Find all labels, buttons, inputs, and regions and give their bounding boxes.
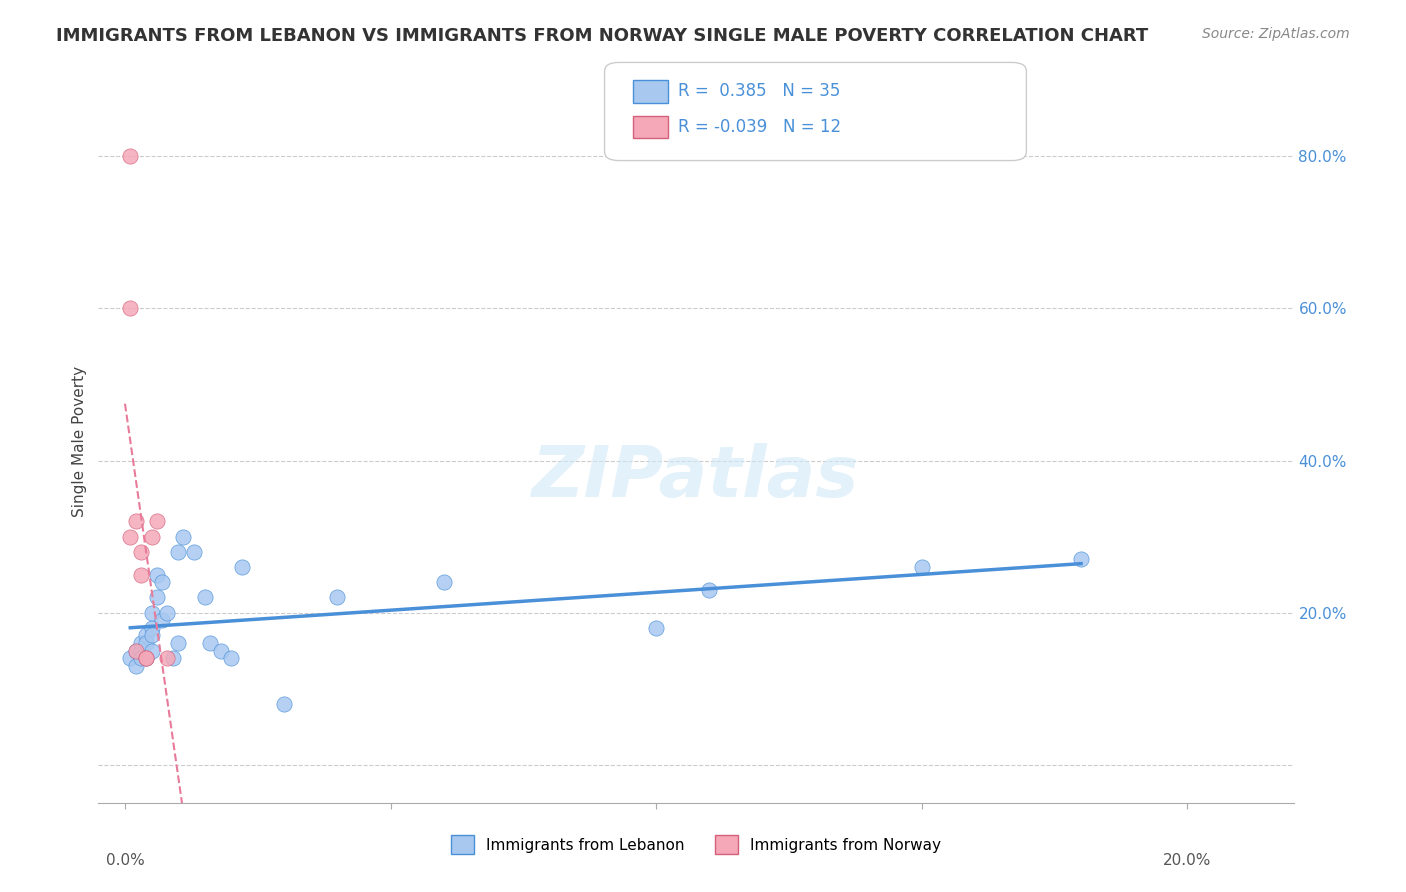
Point xyxy=(273,697,295,711)
Point xyxy=(129,643,152,657)
Point xyxy=(135,651,157,665)
Point xyxy=(124,515,146,529)
Point xyxy=(124,643,146,657)
Text: R =  0.385   N = 35: R = 0.385 N = 35 xyxy=(678,82,839,100)
Text: 20.0%: 20.0% xyxy=(1163,854,1212,869)
Point xyxy=(141,530,163,544)
Point xyxy=(146,591,169,605)
Point xyxy=(146,567,169,582)
Point xyxy=(129,651,152,665)
Point xyxy=(120,149,142,163)
Point xyxy=(209,643,232,657)
Point xyxy=(124,659,146,673)
Point xyxy=(141,643,163,657)
Point xyxy=(231,560,253,574)
Legend: Immigrants from Lebanon, Immigrants from Norway: Immigrants from Lebanon, Immigrants from… xyxy=(444,830,948,860)
Point xyxy=(146,515,169,529)
Point xyxy=(120,651,142,665)
Point xyxy=(645,621,668,635)
Point xyxy=(135,651,157,665)
Text: 0.0%: 0.0% xyxy=(105,854,145,869)
Point xyxy=(911,560,934,574)
Point xyxy=(135,651,157,665)
Point xyxy=(124,643,146,657)
Text: Source: ZipAtlas.com: Source: ZipAtlas.com xyxy=(1202,27,1350,41)
Point xyxy=(120,301,142,316)
Point xyxy=(129,545,152,559)
Point xyxy=(162,651,184,665)
Point xyxy=(433,575,456,590)
Point xyxy=(1070,552,1092,566)
Point xyxy=(141,628,163,642)
Text: R = -0.039   N = 12: R = -0.039 N = 12 xyxy=(678,118,841,136)
Point xyxy=(156,606,179,620)
Point xyxy=(167,636,190,650)
Point xyxy=(141,606,163,620)
Point xyxy=(141,621,163,635)
Point xyxy=(135,628,157,642)
Point xyxy=(219,651,242,665)
Point xyxy=(156,651,179,665)
Point xyxy=(135,636,157,650)
Point xyxy=(129,567,152,582)
Point xyxy=(167,545,190,559)
Point xyxy=(150,575,173,590)
Text: IMMIGRANTS FROM LEBANON VS IMMIGRANTS FROM NORWAY SINGLE MALE POVERTY CORRELATIO: IMMIGRANTS FROM LEBANON VS IMMIGRANTS FR… xyxy=(56,27,1149,45)
Point xyxy=(194,591,217,605)
Point xyxy=(326,591,349,605)
Point xyxy=(198,636,221,650)
Point xyxy=(183,545,205,559)
Point xyxy=(150,613,173,627)
Point xyxy=(172,530,194,544)
Y-axis label: Single Male Poverty: Single Male Poverty xyxy=(72,366,87,517)
Point xyxy=(697,582,720,597)
Text: ZIPatlas: ZIPatlas xyxy=(533,443,859,512)
Point xyxy=(129,636,152,650)
Point xyxy=(120,530,142,544)
